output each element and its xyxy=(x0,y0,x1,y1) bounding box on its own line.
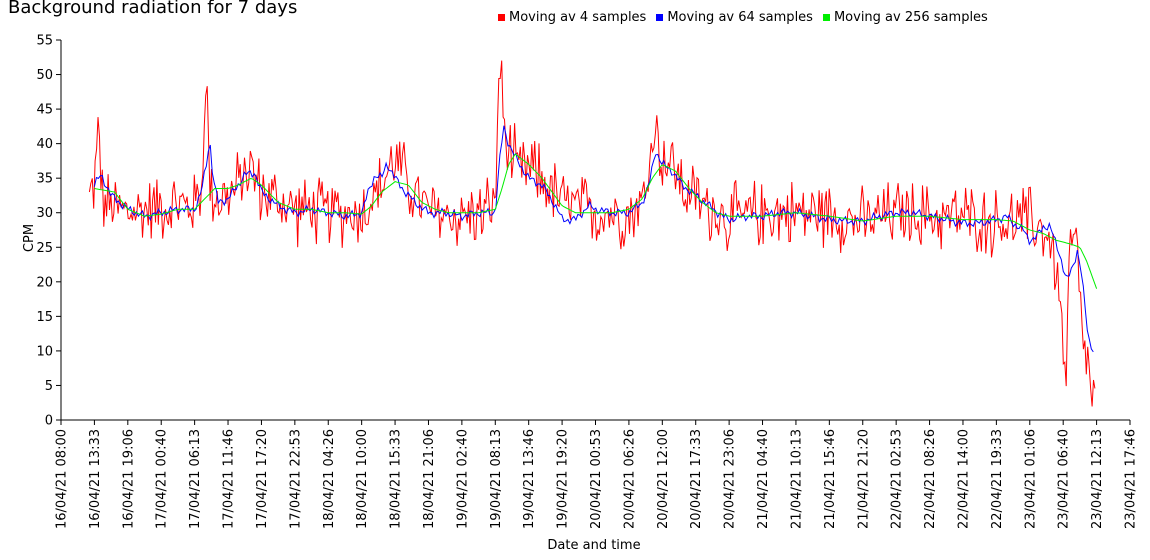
legend-label-4: Moving av 4 samples xyxy=(509,10,647,25)
x-tick-label: 19/04/21 19:20 xyxy=(556,429,571,529)
series-layer xyxy=(88,60,1098,407)
y-tick-label: 55 xyxy=(36,34,53,49)
x-tick-label: 19/04/21 02:40 xyxy=(455,429,470,529)
series-line-1 xyxy=(88,60,1096,407)
x-tick-label: 21/04/21 10:13 xyxy=(789,429,804,529)
x-tick-label: 22/04/21 19:33 xyxy=(990,429,1005,529)
legend-swatch-blue xyxy=(656,14,664,21)
y-tick-label: 25 xyxy=(36,241,53,256)
y-tick-label: 20 xyxy=(36,275,53,290)
x-tick-label: 18/04/21 21:06 xyxy=(422,429,437,529)
x-tick-label: 22/04/21 02:53 xyxy=(890,429,905,529)
x-tick-label: 20/04/21 17:33 xyxy=(689,429,704,529)
y-tick-label: 30 xyxy=(36,206,53,221)
legend-label-64: Moving av 64 samples xyxy=(667,10,813,25)
legend-item-256: Moving av 256 samples xyxy=(822,10,988,25)
x-tick-label: 23/04/21 12:13 xyxy=(1090,429,1105,529)
x-tick-label: 17/04/21 06:13 xyxy=(188,429,203,529)
x-tick-label: 22/04/21 08:26 xyxy=(923,429,938,529)
y-tick-label: 35 xyxy=(36,172,53,187)
x-tick-label: 21/04/21 15:46 xyxy=(823,429,838,529)
y-tick-label: 50 xyxy=(36,68,53,83)
x-tick-label: 23/04/21 06:40 xyxy=(1057,429,1072,529)
x-axis-label: Date and time xyxy=(547,538,640,553)
legend-swatch-red xyxy=(498,14,505,21)
x-tick-label: 19/04/21 13:46 xyxy=(522,429,537,529)
x-tick-label: 18/04/21 10:00 xyxy=(355,429,370,529)
x-tick-label: 16/04/21 19:06 xyxy=(121,429,136,529)
legend-label-256: Moving av 256 samples xyxy=(833,10,988,25)
y-tick-label: 15 xyxy=(36,310,53,325)
x-tick-label: 17/04/21 17:20 xyxy=(255,429,270,529)
x-tick-label: 20/04/21 00:53 xyxy=(589,429,604,529)
y-tick-label: 40 xyxy=(36,137,53,152)
x-tick-label: 20/04/21 06:26 xyxy=(622,429,637,529)
legend-item-64: Moving av 64 samples xyxy=(656,10,813,25)
x-tick-label: 20/04/21 12:00 xyxy=(656,429,671,529)
x-tick-label: 23/04/21 17:46 xyxy=(1124,429,1139,529)
x-tick-label: 18/04/21 15:33 xyxy=(389,429,404,529)
x-tick-label: 22/04/21 14:00 xyxy=(956,429,971,529)
y-tick-label: 5 xyxy=(45,379,53,394)
x-tick-label: 17/04/21 11:46 xyxy=(222,429,237,529)
series-line-2 xyxy=(93,125,1094,353)
y-tick-label: 10 xyxy=(36,344,53,359)
x-tick-label: 20/04/21 23:06 xyxy=(723,429,738,529)
x-tick-label: 21/04/21 21:20 xyxy=(856,429,871,529)
y-tick-label: 0 xyxy=(45,414,53,429)
x-tick-label: 16/04/21 08:00 xyxy=(55,429,70,529)
y-axis-label: CPM xyxy=(22,224,37,252)
x-tick-label: 23/04/21 01:06 xyxy=(1023,429,1038,529)
x-tick-label: 18/04/21 04:26 xyxy=(322,429,337,529)
x-tick-label: 16/04/21 13:33 xyxy=(88,429,103,529)
legend-item-4: Moving av 4 samples xyxy=(498,10,646,25)
x-tick-label: 19/04/21 08:13 xyxy=(489,429,504,529)
x-tick-label: 17/04/21 22:53 xyxy=(288,429,303,529)
legend: Moving av 4 samples Moving av 64 samples… xyxy=(498,10,988,25)
x-tick-label: 17/04/21 00:40 xyxy=(155,429,170,529)
chart-title: Background radiation for 7 days xyxy=(8,0,298,18)
x-tick-label: 21/04/21 04:40 xyxy=(756,429,771,529)
y-tick-label: 45 xyxy=(36,103,53,118)
legend-swatch-green xyxy=(822,14,830,21)
series-line-3 xyxy=(94,153,1098,289)
axes: 0 5 10 15 20 25 30 35 40 45 50 55 16/04/21 08:00 16/0… xyxy=(36,34,1138,529)
